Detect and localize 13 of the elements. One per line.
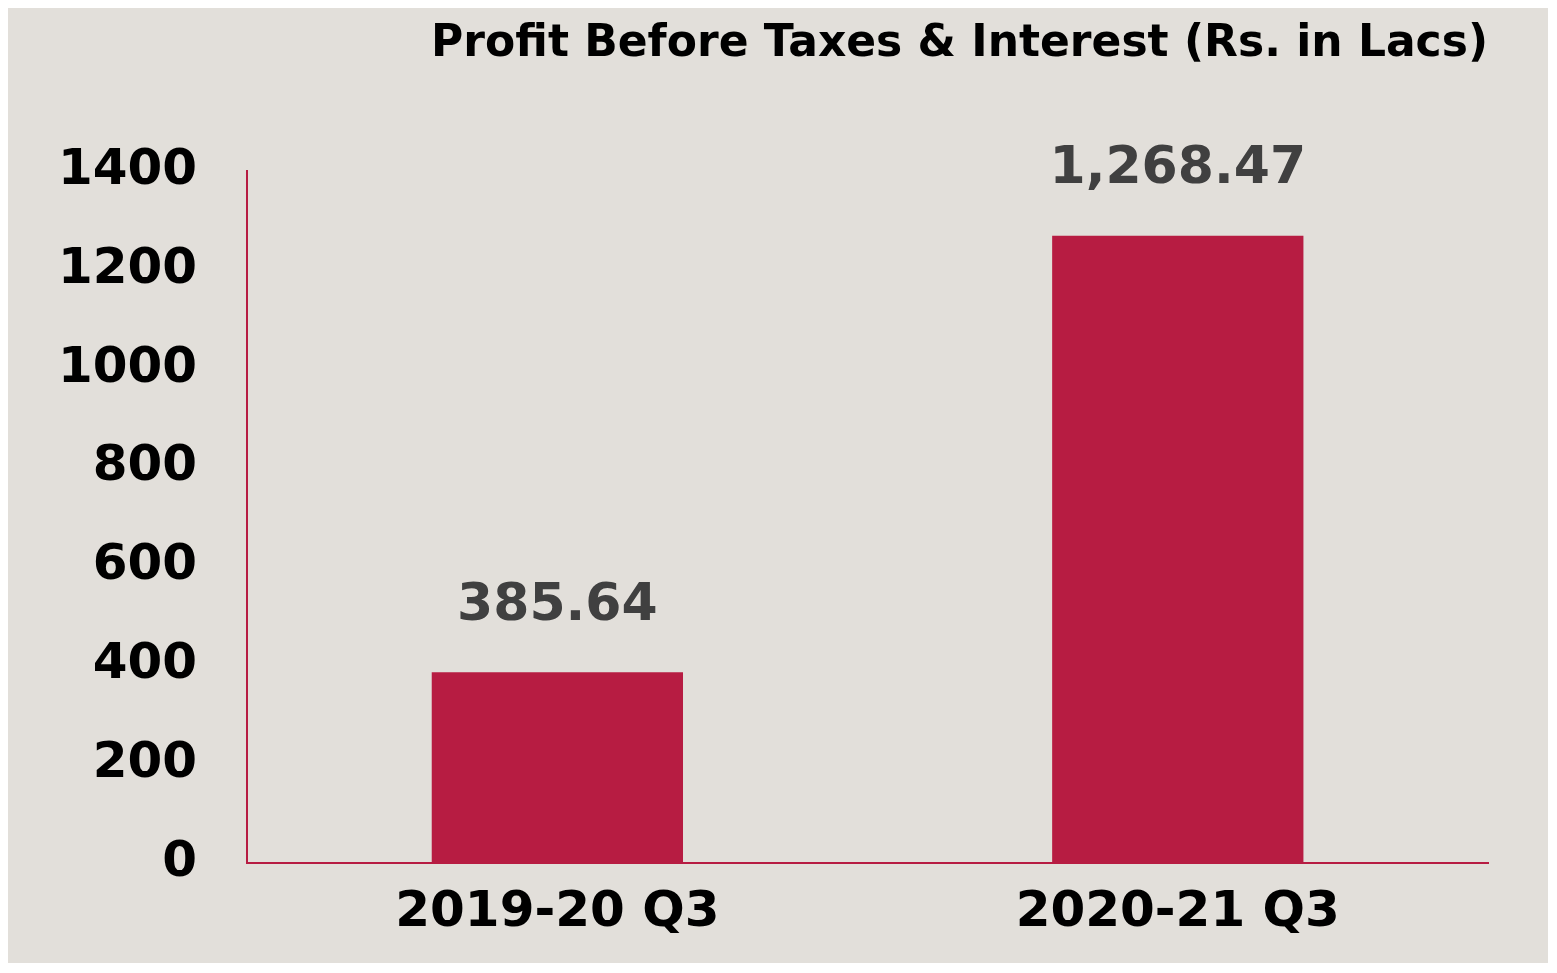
y-tick-label: 200 [92,731,198,790]
x-tick-label: 2020-21 Q3 [1015,879,1340,938]
y-tick-label: 1200 [57,236,198,295]
y-tick-label: 600 [92,533,198,592]
y-tick-label: 400 [92,632,198,691]
y-tick-label: 0 [162,829,198,888]
y-tick-label: 1400 [57,137,198,196]
chart-title: Profit Before Taxes & Interest (Rs. in Lacs) [431,14,1488,66]
y-tick-label: 800 [92,434,198,493]
data-label: 385.64 [457,571,658,632]
x-tick-label: 2019-20 Q3 [395,879,720,938]
data-label: 1,268.47 [1049,135,1307,196]
y-tick-label: 1000 [57,335,198,394]
